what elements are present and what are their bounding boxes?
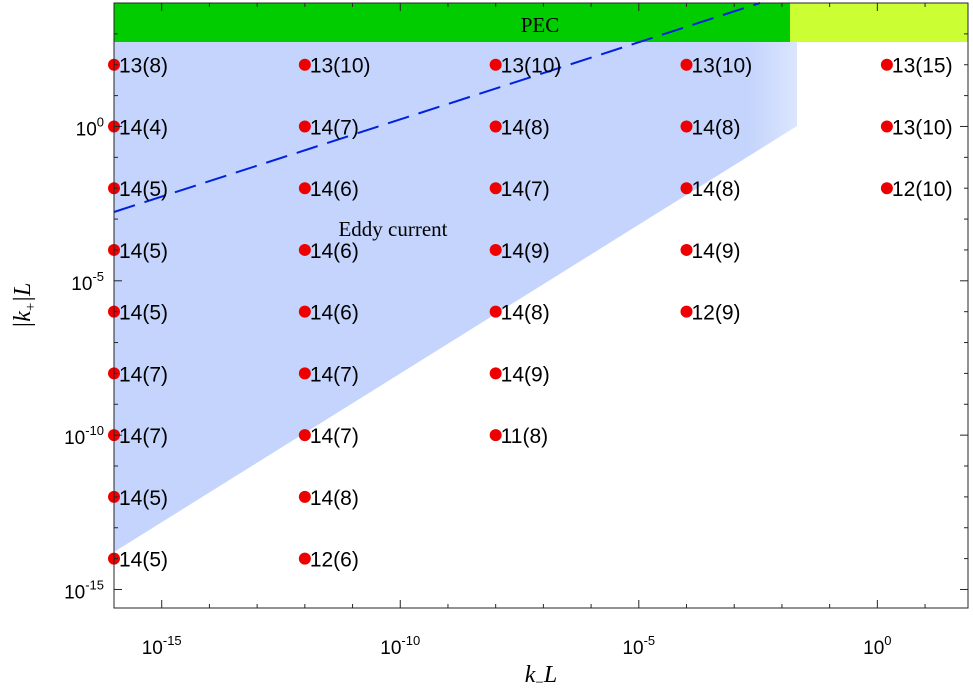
- plot-frame: [113, 2, 969, 609]
- data-point: [489, 243, 502, 256]
- eddy-current-label: Eddy current: [338, 217, 447, 241]
- point-label: 14(7): [119, 363, 168, 386]
- point-label: 12(6): [310, 549, 359, 572]
- data-point: [489, 305, 502, 318]
- regions-layer: [114, 3, 968, 552]
- point-label: 14(7): [310, 363, 359, 386]
- point-label: 13(10): [310, 55, 371, 78]
- point-label: 12(9): [692, 302, 741, 325]
- data-point: [680, 182, 693, 195]
- x-tick-label: 10-15: [142, 633, 182, 659]
- data-point: [489, 429, 502, 442]
- point-label: 14(6): [310, 302, 359, 325]
- data-point: [298, 490, 311, 503]
- pec-region: [114, 3, 790, 42]
- data-point: [298, 552, 311, 565]
- y-axis-label: |k+|L: [10, 283, 39, 329]
- point-label: 14(8): [310, 487, 359, 510]
- data-point: [298, 182, 311, 195]
- point-label: 14(9): [501, 240, 550, 263]
- pec-region-label: PEC: [521, 13, 560, 37]
- data-point: [298, 305, 311, 318]
- y-tick-label: 100: [76, 114, 104, 140]
- point-label: 14(7): [310, 425, 359, 448]
- y-tick-label: 10-5: [71, 269, 104, 295]
- data-point: [298, 429, 311, 442]
- data-point: [880, 182, 893, 195]
- x-axis-label: k−L: [525, 662, 557, 690]
- data-point: [880, 58, 893, 71]
- point-label: 14(5): [119, 302, 168, 325]
- point-label: 14(5): [119, 240, 168, 263]
- data-point: [489, 182, 502, 195]
- data-point: [298, 58, 311, 71]
- point-label: 13(10): [501, 55, 562, 78]
- points-layer: 13(8) 14(4) 14(5) 14(5) 14(5) 14(7) 14(7) 14(5)…: [108, 55, 953, 572]
- point-label: 14(4): [119, 116, 168, 139]
- point-label: 14(5): [119, 178, 168, 201]
- data-point: [880, 120, 893, 133]
- data-point: [680, 305, 693, 318]
- point-label: 14(8): [501, 302, 550, 325]
- point-label: 13(10): [892, 116, 953, 139]
- x-tick-label: 10-10: [380, 633, 420, 659]
- point-label: 14(9): [692, 240, 741, 263]
- point-label: 14(7): [119, 425, 168, 448]
- x-tick-label: 10-5: [622, 633, 655, 659]
- point-label: 14(8): [501, 116, 550, 139]
- ticks-layer: 10-15 10-10 10-5 100 100 10-5 10-10 10-15: [64, 2, 968, 659]
- data-point: [298, 120, 311, 133]
- eddy-current-region: [114, 42, 797, 552]
- x-tick-label: 100: [863, 633, 891, 659]
- boundary-dashed-line: [113, 2, 761, 213]
- point-label: 12(10): [892, 178, 953, 201]
- data-point: [298, 367, 311, 380]
- point-label: 14(6): [310, 240, 359, 263]
- corner-region: [790, 3, 968, 42]
- data-point: [680, 120, 693, 133]
- point-label: 14(5): [119, 487, 168, 510]
- data-point: [298, 243, 311, 256]
- point-label: 14(7): [501, 178, 550, 201]
- data-point: [489, 58, 502, 71]
- y-tick-label: 10-10: [64, 423, 104, 449]
- data-point: [680, 58, 693, 71]
- data-point: [489, 120, 502, 133]
- data-point: [680, 243, 693, 256]
- point-label: 13(8): [119, 55, 168, 78]
- point-label: 14(7): [310, 116, 359, 139]
- point-label: 14(5): [119, 549, 168, 572]
- point-label: 13(10): [692, 55, 753, 78]
- data-point: [489, 367, 502, 380]
- point-label: 14(6): [310, 178, 359, 201]
- point-label: 14(9): [501, 363, 550, 386]
- point-label: 14(8): [692, 178, 741, 201]
- point-label: 11(8): [501, 425, 548, 448]
- point-label: 14(8): [692, 116, 741, 139]
- y-tick-label: 10-15: [64, 577, 104, 603]
- point-label: 13(15): [892, 55, 953, 78]
